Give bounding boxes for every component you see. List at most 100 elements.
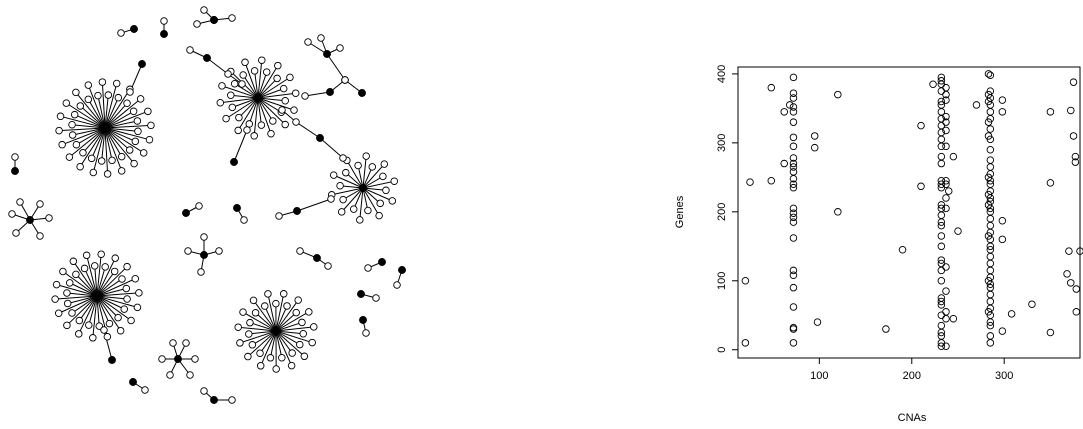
- network-node: [210, 16, 218, 24]
- point: [942, 142, 950, 151]
- network-edge: [74, 114, 106, 129]
- network-edge: [96, 266, 106, 297]
- point: [789, 183, 798, 192]
- network-edge: [275, 330, 293, 354]
- network-node: [54, 309, 63, 318]
- network-node: [87, 154, 96, 163]
- point: [986, 242, 995, 251]
- network-node: [308, 338, 316, 347]
- network-node: [336, 44, 344, 52]
- network-node: [197, 268, 205, 276]
- network-node: [258, 56, 266, 64]
- network-node: [301, 92, 309, 100]
- network-node: [122, 284, 131, 293]
- network-edge: [233, 129, 248, 163]
- network-node: [283, 302, 291, 310]
- network-edge: [275, 312, 297, 332]
- network-edge: [82, 127, 106, 154]
- network-node: [296, 340, 304, 349]
- network-node: [8, 210, 16, 218]
- network-edge: [252, 330, 277, 346]
- network-edge: [94, 265, 98, 297]
- point: [789, 168, 798, 176]
- network-diagram: [8, 6, 406, 404]
- point: [767, 177, 776, 185]
- network-node: [281, 96, 289, 105]
- point: [984, 97, 993, 106]
- network-edge: [362, 163, 385, 189]
- point: [1046, 179, 1055, 187]
- network-node: [84, 95, 93, 104]
- point: [986, 214, 995, 223]
- network-edge: [104, 89, 131, 129]
- network-node: [250, 67, 259, 75]
- network-edge: [257, 97, 262, 126]
- point: [942, 90, 950, 99]
- point: [789, 266, 798, 275]
- point: [986, 321, 995, 330]
- network-node: [372, 294, 380, 302]
- network-node: [364, 206, 372, 215]
- network-edge: [104, 127, 109, 174]
- network-node: [63, 299, 72, 308]
- point: [1007, 310, 1016, 318]
- network-edge: [326, 53, 346, 81]
- network-node: [230, 79, 239, 88]
- point: [789, 218, 798, 226]
- network-edge: [253, 97, 259, 136]
- network-edge: [242, 74, 259, 99]
- network-edge: [61, 127, 106, 146]
- network-edge: [96, 295, 125, 310]
- network-node: [245, 120, 254, 128]
- network-edge: [254, 70, 259, 99]
- network-edge: [69, 127, 106, 158]
- network-node: [362, 152, 370, 160]
- network-node: [133, 117, 142, 125]
- network-node: [316, 134, 324, 142]
- x-tick-label: 100: [810, 370, 828, 382]
- network-node: [68, 131, 77, 139]
- network-node: [342, 168, 350, 177]
- network-node: [101, 124, 109, 132]
- network-node: [103, 332, 112, 341]
- point: [917, 121, 925, 130]
- network-node: [56, 112, 65, 121]
- network-node: [59, 267, 67, 276]
- network-edge: [275, 326, 314, 332]
- network-node: [191, 355, 199, 363]
- point: [882, 325, 890, 333]
- network-node: [26, 216, 34, 224]
- network-node: [272, 365, 280, 373]
- network-node: [129, 378, 137, 386]
- network-node: [80, 264, 89, 273]
- point: [986, 266, 995, 275]
- network-edge: [275, 330, 293, 366]
- point: [789, 209, 798, 217]
- network-node: [356, 216, 364, 224]
- network-edge: [296, 198, 332, 212]
- y-tick-label: 100: [716, 272, 728, 290]
- network-edge: [247, 330, 277, 357]
- network-edge: [104, 124, 151, 129]
- network-node: [139, 149, 148, 157]
- network-node: [118, 275, 126, 283]
- point: [986, 290, 995, 299]
- network-edge: [206, 57, 229, 75]
- network-edge: [257, 88, 284, 99]
- network-node: [234, 323, 242, 331]
- network-node: [68, 309, 76, 317]
- network-node: [184, 247, 192, 255]
- network-node: [160, 30, 168, 38]
- network-edge: [257, 60, 263, 99]
- network-edge: [101, 82, 106, 129]
- network-node: [294, 296, 302, 304]
- network-edge: [79, 127, 106, 167]
- point: [942, 204, 950, 213]
- point: [789, 325, 798, 333]
- network-edge: [104, 127, 139, 132]
- point: [898, 245, 907, 254]
- network-node: [254, 94, 262, 102]
- network-node: [90, 262, 99, 270]
- network-node: [200, 251, 208, 259]
- network-node: [313, 254, 321, 262]
